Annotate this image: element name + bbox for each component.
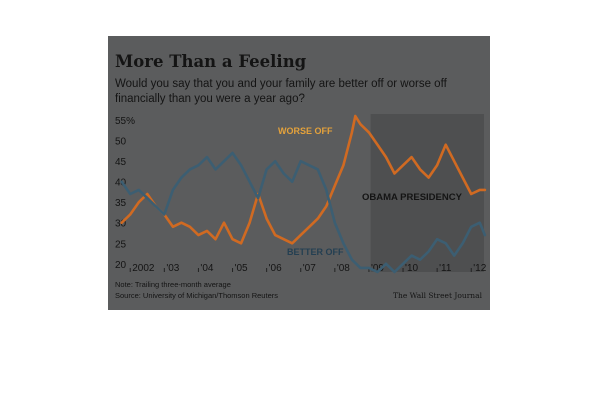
- y-tick-label: 55%: [115, 116, 135, 127]
- source-line: Source: University of Michigan/Thomson R…: [115, 291, 278, 300]
- series-lines: [120, 114, 487, 274]
- obama-presidency-label: OBAMA PRESIDENCY: [362, 192, 463, 203]
- chart-subtitle-line-2: financially than you were a year ago?: [115, 93, 305, 105]
- y-tick-label: 30: [115, 219, 127, 230]
- y-tick-label: 25: [115, 239, 127, 250]
- chart-subtitle-line-1: Would you say that you and your family a…: [115, 78, 448, 90]
- y-axis: 55% 50 45 40 35 30 25 20: [115, 116, 135, 271]
- obama-presidency-shade: [370, 114, 484, 272]
- chart-canvas: More Than a Feeling Would you say that y…: [108, 36, 490, 310]
- y-tick-label: 45: [115, 157, 127, 168]
- x-tick-label: '09: [371, 263, 384, 274]
- x-tick-label: '12: [473, 263, 486, 274]
- series-line-better-off: [120, 151, 487, 274]
- x-tick-label: '08: [337, 263, 350, 274]
- chart-title: More Than a Feeling: [115, 52, 307, 71]
- footnote: Note: Trailing three-month average: [115, 280, 231, 289]
- y-tick-label: 35: [115, 198, 127, 209]
- x-tick-label: '06: [269, 263, 282, 274]
- x-tick-label: '10: [405, 263, 418, 274]
- chart-panel: More Than a Feeling Would you say that y…: [108, 36, 490, 310]
- better-off-label: BETTER OFF: [287, 247, 344, 257]
- series-line-worse-off: [120, 114, 487, 245]
- chart-subtitle: Would you say that you and your family a…: [115, 78, 450, 105]
- x-tick-label: '11: [439, 263, 452, 274]
- x-tick-label: '05: [235, 263, 248, 274]
- y-tick-label: 20: [115, 260, 127, 271]
- y-tick-label: 40: [115, 178, 127, 189]
- x-axis: 2002 '03 '04 '05 '06 '07 '08 '09 '10 '11 '12: [129, 263, 487, 274]
- publication-credit: The Wall Street Journal: [393, 291, 483, 300]
- x-tick-label: '03: [166, 263, 179, 274]
- x-tick-label: 2002: [132, 263, 155, 274]
- y-tick-label: 50: [115, 137, 127, 148]
- x-tick-label: '07: [303, 263, 316, 274]
- worse-off-label: WORSE OFF: [278, 126, 333, 136]
- x-tick-label: '04: [200, 263, 213, 274]
